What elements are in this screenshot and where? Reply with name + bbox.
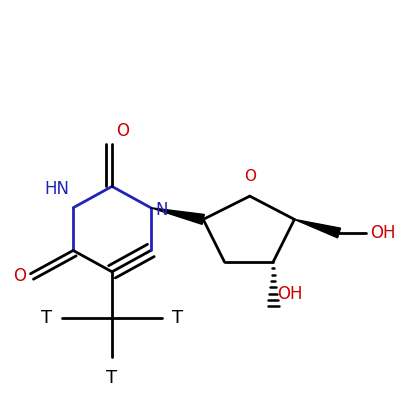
Text: O: O <box>116 122 129 140</box>
Text: N: N <box>156 201 168 219</box>
Text: HN: HN <box>44 180 69 198</box>
Text: T: T <box>41 309 52 327</box>
Text: O: O <box>244 170 256 184</box>
Text: T: T <box>172 309 183 327</box>
Text: OH: OH <box>277 285 302 303</box>
Polygon shape <box>151 208 204 224</box>
Polygon shape <box>294 220 340 238</box>
Text: T: T <box>106 369 118 387</box>
Text: O: O <box>14 267 27 285</box>
Text: OH: OH <box>370 224 396 242</box>
